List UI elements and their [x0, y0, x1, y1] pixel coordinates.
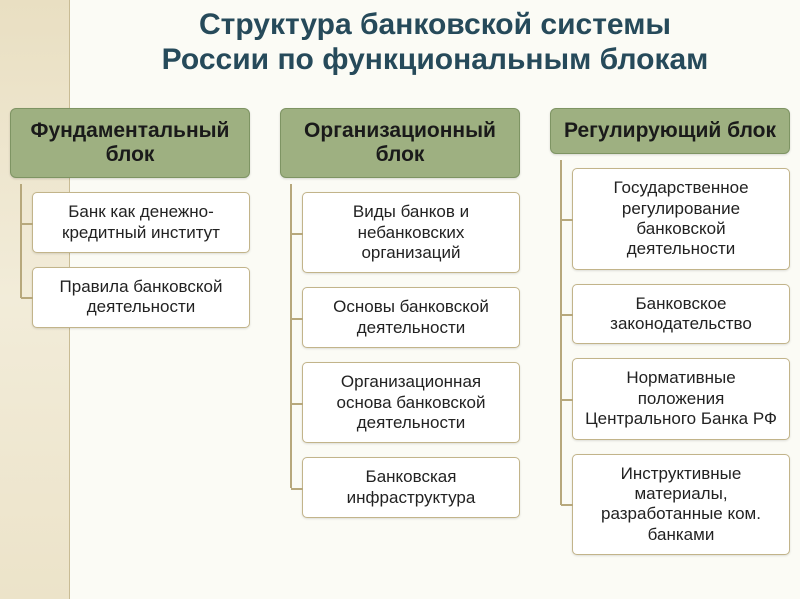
- title-line-2: России по функциональным блокам: [90, 43, 780, 78]
- item-box: Основы банковской деятельности: [302, 287, 520, 348]
- item-box: Банковское законодательство: [572, 284, 790, 345]
- columns-container: Фундаментальный блок Банк как денежно-кре…: [10, 108, 790, 555]
- page-title: Структура банковской системы России по ф…: [90, 8, 780, 77]
- column-0: Фундаментальный блок Банк как денежно-кре…: [10, 108, 250, 555]
- item-box: Правила банковской деятельности: [32, 267, 250, 328]
- column-items: Государственное регулирование банковской…: [550, 168, 790, 555]
- title-line-1: Структура банковской системы: [90, 8, 780, 43]
- item-box: Виды банков и небанковских организаций: [302, 192, 520, 273]
- column-header: Организационный блок: [280, 108, 520, 178]
- item-box: Организационная основа банковской деятел…: [302, 362, 520, 443]
- item-box: Нормативные положения Центрального Банка…: [572, 358, 790, 439]
- column-2: Регулирующий блок Государственное регулир…: [550, 108, 790, 555]
- column-header: Фундаментальный блок: [10, 108, 250, 178]
- item-box: Банковская инфраструктура: [302, 457, 520, 518]
- column-items: Банк как денежно-кредитный институт Прави…: [10, 192, 250, 328]
- item-box: Инструктивные материалы, разработанные к…: [572, 454, 790, 556]
- column-items: Виды банков и небанковских организаций Ос…: [280, 192, 520, 518]
- column-1: Организационный блок Виды банков и небанк…: [280, 108, 520, 555]
- item-box: Государственное регулирование банковской…: [572, 168, 790, 270]
- item-box: Банк как денежно-кредитный институт: [32, 192, 250, 253]
- column-header: Регулирующий блок: [550, 108, 790, 154]
